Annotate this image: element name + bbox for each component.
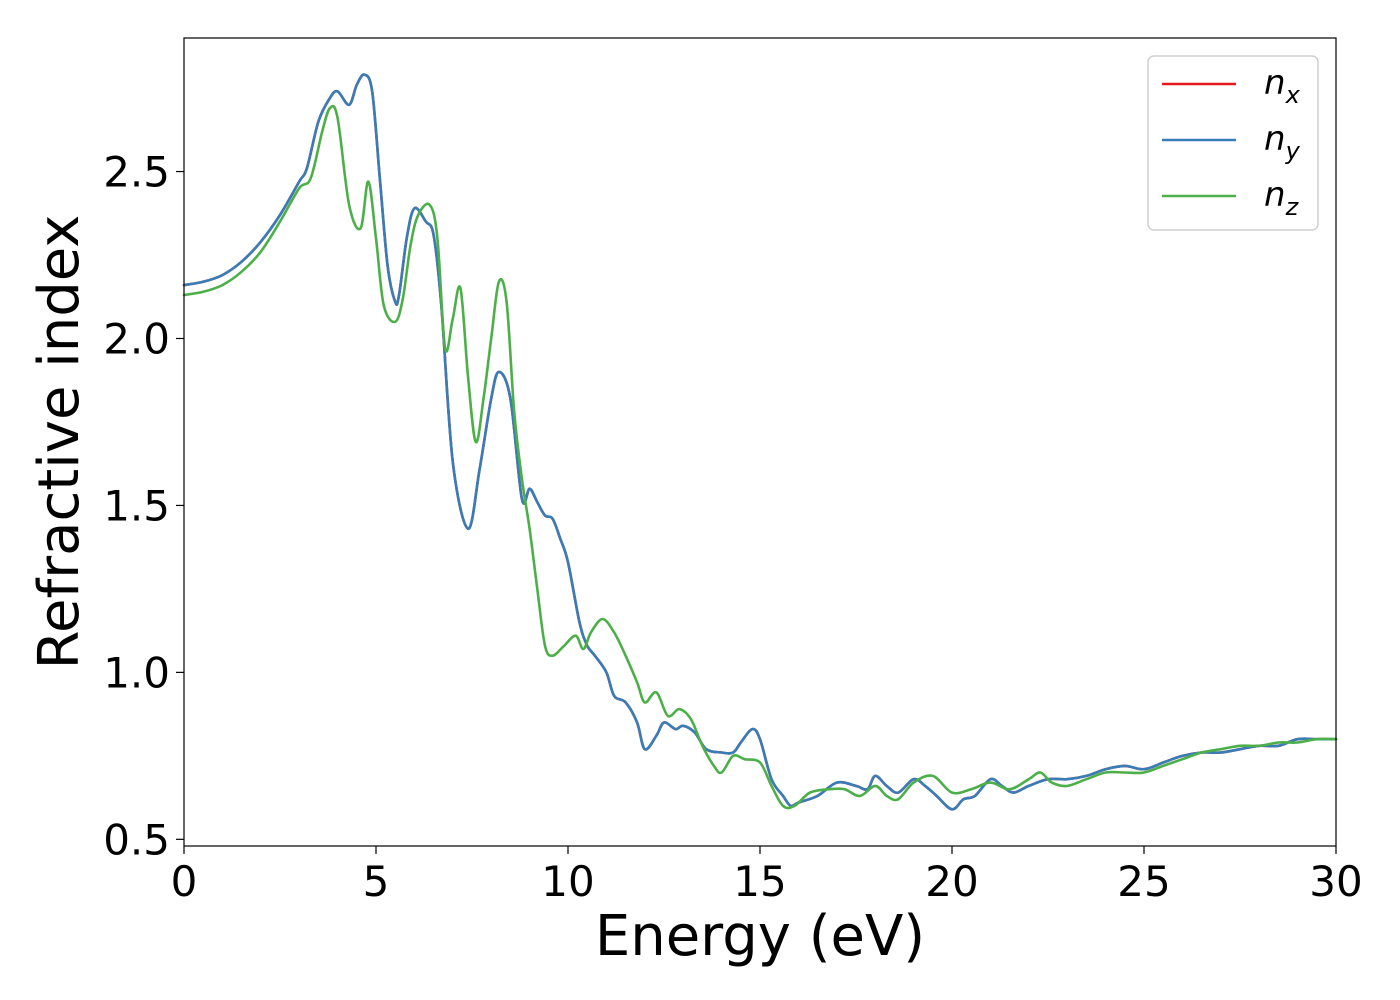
y-tick-label: 1.5: [103, 481, 170, 530]
x-tick-label: 5: [363, 857, 390, 906]
y-tick-label: 2.0: [103, 314, 170, 363]
x-tick-label: 10: [541, 857, 594, 906]
y-tick-label: 0.5: [103, 815, 170, 864]
x-axis-title: Energy (eV): [595, 904, 925, 969]
series-line-n-y: [182, 73, 1338, 811]
legend-box: [1147, 55, 1319, 231]
x-tick-label: 15: [733, 857, 786, 906]
series-line-n-z: [182, 104, 1338, 810]
x-tick-label: 25: [1117, 857, 1170, 906]
y-axis: 0.5 1.0 1.5 2.0 2.5: [103, 148, 184, 864]
plot-background: [184, 38, 1336, 846]
x-tick-label: 20: [925, 857, 978, 906]
y-axis-title: Refractive index: [27, 215, 92, 670]
series-layer: [182, 73, 1338, 811]
y-tick-label: 1.0: [103, 648, 170, 697]
x-tick-label: 0: [171, 857, 198, 906]
x-axis: 0 5 10 15 20 25 30: [171, 846, 1363, 906]
y-tick-label: 2.5: [103, 148, 170, 197]
x-tick-label: 30: [1309, 857, 1362, 906]
